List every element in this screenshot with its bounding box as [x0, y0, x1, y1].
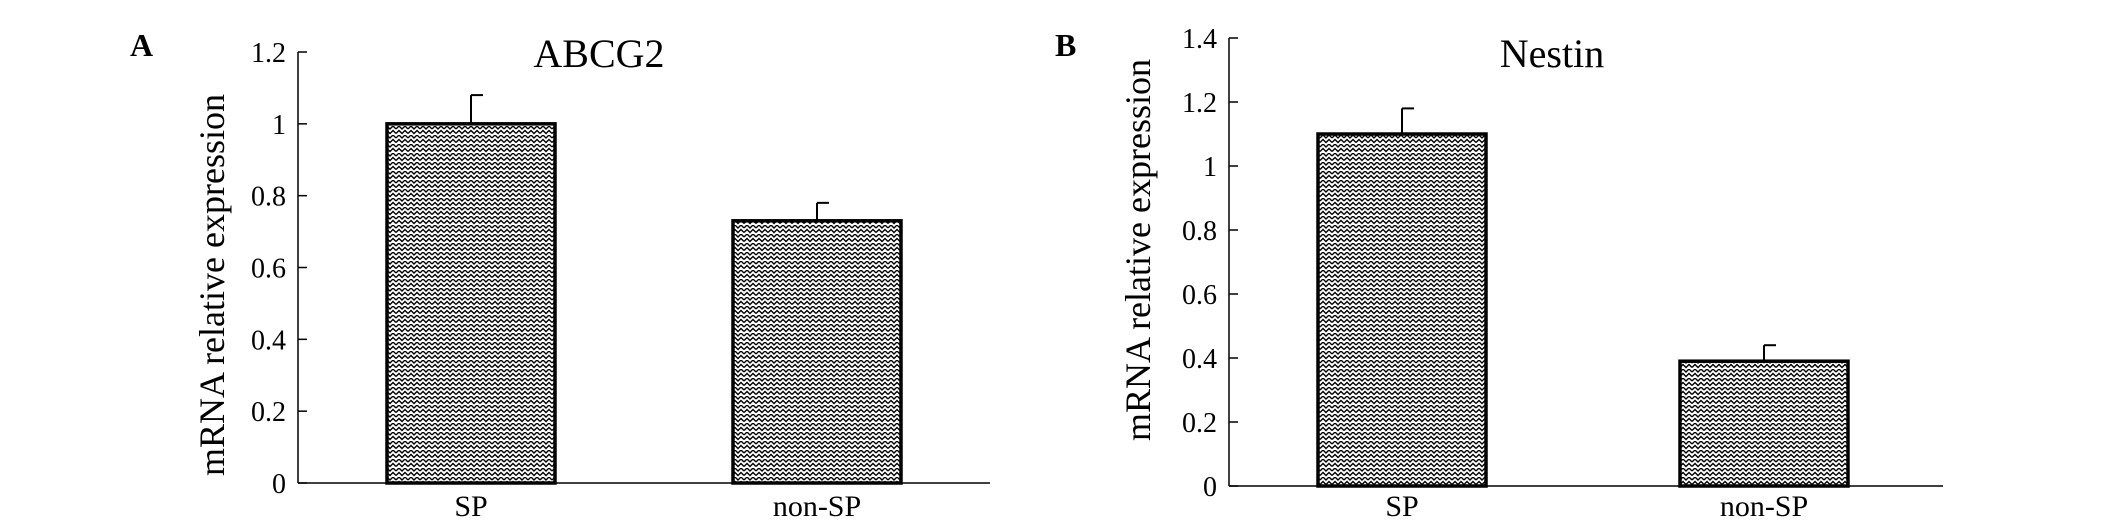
- x-ticks: SP non-SP: [454, 490, 861, 522]
- y-ticks: 0 0.2 0.4 0.6 0.8 1 1.2: [251, 38, 307, 500]
- x-tick-label: non-SP: [1720, 490, 1808, 522]
- y-tick-label: 0.6: [251, 254, 286, 285]
- y-tick-label: 0.2: [1182, 408, 1217, 439]
- y-tick-label: 0: [1203, 472, 1217, 503]
- y-tick-label: 0.8: [251, 182, 286, 213]
- y-tick-label: 0.4: [1182, 344, 1217, 375]
- bar-sp: [1316, 132, 1488, 488]
- x-tick-label: SP: [454, 490, 487, 522]
- bars: [1316, 107, 1850, 488]
- panel-b: B Nestin mRNA relative expression 0 0.2 0.…: [1055, 24, 1943, 522]
- bar-non-sp: [1678, 359, 1850, 488]
- y-tick-label: 0.2: [251, 397, 286, 428]
- x-tick-label: SP: [1385, 490, 1418, 522]
- y-tick-label: 1.2: [1182, 88, 1217, 119]
- y-tick-label: 1: [1203, 152, 1217, 183]
- panel-a: A ABCG2 mRNA relative expression 0 0.2 0.4…: [130, 27, 990, 522]
- x-tick-label: non-SP: [773, 490, 861, 522]
- y-tick-label: 0.6: [1182, 280, 1217, 311]
- chart-title: Nestin: [1500, 31, 1604, 76]
- axes: [1228, 38, 1943, 487]
- x-ticks: SP non-SP: [1385, 490, 1808, 522]
- y-axis-label: mRNA relative expression: [192, 94, 232, 476]
- y-tick-label: 0: [272, 469, 286, 500]
- chart-title: ABCG2: [533, 31, 664, 76]
- bars: [385, 94, 903, 485]
- panel-label: B: [1055, 27, 1076, 63]
- y-tick-label: 1: [272, 110, 286, 141]
- bar-non-sp: [731, 219, 903, 485]
- bar-sp: [385, 122, 557, 485]
- panel-label: A: [130, 27, 153, 63]
- y-tick-label: 1.2: [251, 38, 286, 69]
- axes: [297, 52, 990, 484]
- y-ticks: 0 0.2 0.4 0.6 0.8 1 1.2 1.4: [1182, 24, 1238, 503]
- y-tick-label: 0.8: [1182, 216, 1217, 247]
- y-axis-label: mRNA relative expression: [1118, 59, 1158, 441]
- y-tick-label: 1.4: [1182, 24, 1217, 55]
- y-tick-label: 0.4: [251, 325, 286, 356]
